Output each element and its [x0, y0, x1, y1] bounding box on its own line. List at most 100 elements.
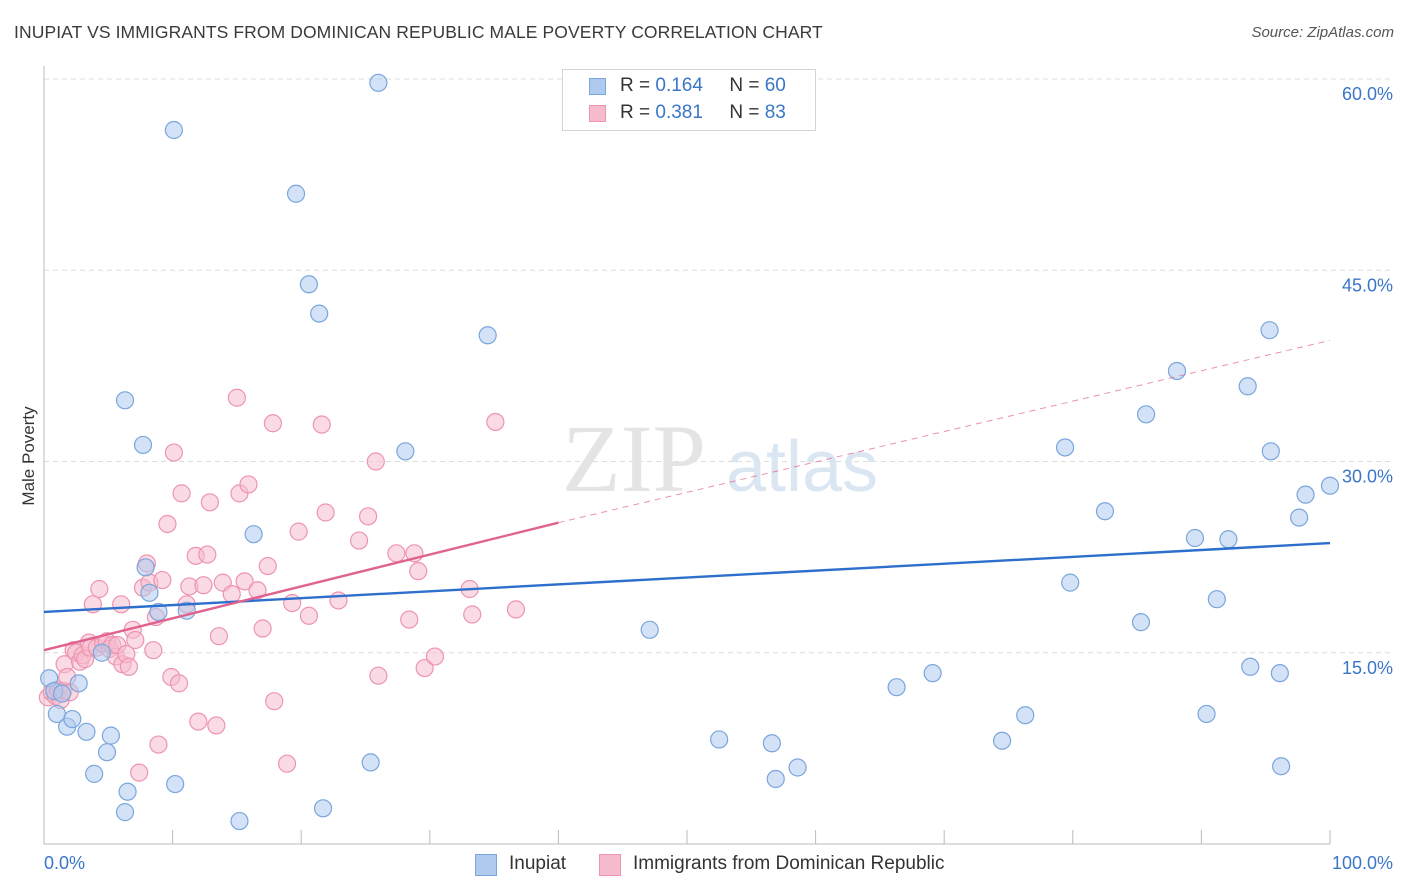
inupiat-point	[149, 602, 168, 622]
y-tick-label: 30.0%	[1342, 467, 1393, 487]
trend-lines	[43, 339, 1331, 652]
y-axis-title: Male Poverty	[19, 406, 38, 506]
dominican-point	[209, 627, 228, 646]
inupiat-point	[118, 782, 137, 801]
dominican-point	[90, 579, 109, 599]
dominican-point	[227, 388, 246, 407]
dominican-r-value: 0.381	[655, 102, 703, 123]
watermark-atlas: atlas	[726, 427, 878, 507]
dominican-point	[112, 595, 131, 614]
dominican-point	[265, 692, 284, 711]
inupiat-point	[310, 304, 329, 323]
inupiat-point	[133, 435, 153, 455]
inupiat-point	[313, 799, 333, 818]
inupiat-point	[1272, 757, 1291, 776]
inupiat-point	[230, 811, 249, 831]
dominican-point	[248, 581, 267, 600]
x-tick-label-min: 0.0%	[44, 853, 85, 873]
dominican-point	[130, 763, 149, 782]
inupiat-point	[1320, 476, 1340, 495]
chart-title: INUPIAT VS IMMIGRANTS FROM DOMINICAN REP…	[14, 22, 823, 42]
inupiat-point	[166, 774, 185, 794]
inupiat-point	[1296, 485, 1315, 504]
dominican-point	[239, 475, 258, 494]
inupiat-point	[923, 664, 942, 683]
inupiat-point	[1055, 438, 1075, 457]
inupiat-point	[766, 769, 785, 789]
inupiat-point	[85, 764, 104, 783]
inupiat-point	[1016, 706, 1035, 725]
dominican-point	[258, 556, 277, 576]
dominican-point	[153, 570, 172, 590]
inupiat-point	[1197, 704, 1216, 724]
inupiat-legend-swatch	[475, 854, 497, 876]
inupiat-point	[1167, 361, 1187, 381]
dominican-point	[253, 619, 272, 638]
dominican-trend-extension	[558, 339, 1331, 524]
r-label: R =	[620, 102, 651, 123]
dominican-point	[198, 545, 217, 564]
dominican-point	[289, 522, 308, 541]
inupiat-point	[1137, 405, 1156, 424]
dominican-point	[158, 514, 177, 534]
inupiat-point	[92, 643, 111, 662]
axes	[43, 66, 1331, 845]
inupiat-point	[887, 678, 906, 697]
dominican-point	[169, 674, 189, 693]
dominican-point	[149, 735, 168, 754]
dominican-point	[194, 576, 213, 595]
x-tick-label-max: 100.0%	[1332, 853, 1393, 873]
inupiat-point	[69, 674, 88, 693]
inupiat-point	[1260, 321, 1279, 340]
dominican-n-value: 83	[764, 102, 786, 123]
y-tick-label: 15.0%	[1342, 658, 1393, 678]
inupiat-trend-line	[43, 541, 1331, 614]
dominican-point	[283, 593, 302, 613]
dominican-point	[119, 657, 138, 676]
y-tick-label: 60.0%	[1342, 84, 1393, 104]
inupiat-point	[52, 684, 72, 703]
inupiat-point	[164, 120, 183, 140]
inupiat-point	[710, 730, 729, 749]
dominican-point	[263, 414, 283, 433]
inupiat-point	[762, 734, 781, 753]
dominican-legend-swatch	[599, 854, 621, 876]
inupiat-point	[101, 726, 120, 745]
r-label: R =	[620, 75, 651, 96]
inupiat-legend-label: Inupiat	[509, 853, 567, 874]
dominican-point	[235, 572, 254, 591]
inupiat-point	[369, 73, 388, 92]
dominican-point	[506, 600, 526, 619]
dominican-point	[164, 443, 183, 462]
n-label: N =	[729, 102, 760, 123]
dominican-point	[425, 647, 445, 666]
dominican-point	[144, 641, 163, 660]
inupiat-point	[1219, 530, 1238, 549]
inupiat-point	[361, 753, 380, 772]
inupiat-point	[77, 722, 96, 741]
inupiat-point	[1131, 613, 1151, 632]
grid-lines	[44, 78, 1392, 654]
inupiat-point	[1241, 657, 1260, 676]
dominican-point	[172, 484, 191, 503]
inupiat-point	[1185, 528, 1205, 548]
inupiat-point	[1261, 442, 1280, 461]
dominican-point	[299, 606, 319, 625]
dominican-point	[409, 562, 428, 581]
dominican-point	[400, 610, 419, 629]
watermark-zip: ZIP	[562, 405, 706, 512]
inupiat-point	[115, 803, 135, 822]
inupiat-point	[1095, 502, 1115, 521]
dominican-point	[349, 531, 369, 550]
dominican-legend-label: Immigrants from Dominican Republic	[633, 853, 945, 874]
inupiat-point	[1061, 573, 1080, 592]
inupiat-point	[244, 525, 263, 544]
dominican-point	[207, 716, 226, 735]
dominican-point	[366, 452, 385, 471]
inupiat-point	[115, 391, 135, 410]
inupiat-point	[640, 620, 659, 639]
inupiat-point	[1207, 590, 1226, 609]
dominican-trend-line	[43, 521, 559, 652]
inupiat-point	[992, 731, 1012, 750]
